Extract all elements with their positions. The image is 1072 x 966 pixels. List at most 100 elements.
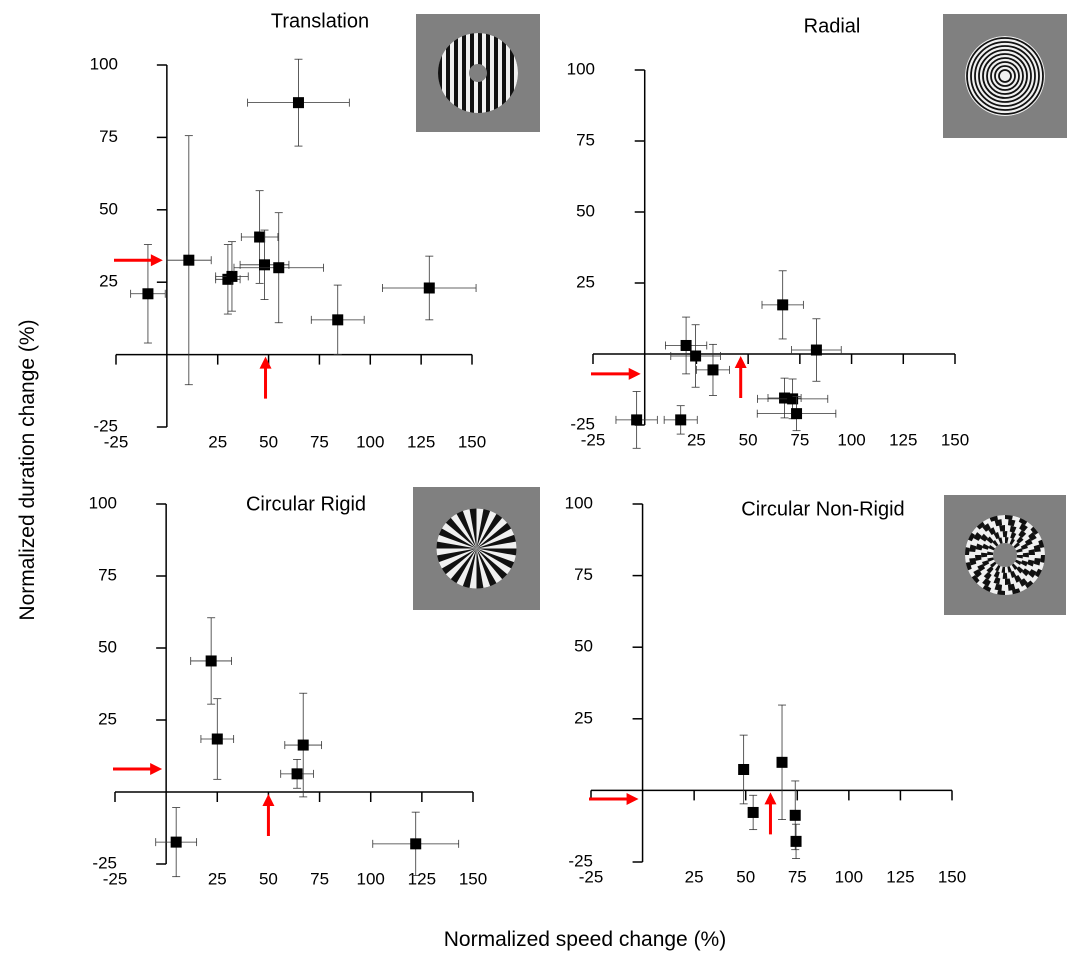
- point: [776, 756, 788, 768]
- point: [675, 414, 687, 426]
- point: [790, 835, 802, 847]
- checker-cell: [987, 557, 994, 562]
- y-tick-label: 100: [89, 493, 117, 512]
- checker-cell: [1022, 552, 1029, 558]
- x-tick-label: 150: [459, 869, 487, 888]
- spoke: [436, 526, 477, 549]
- checker-cell: [990, 561, 997, 568]
- point: [777, 299, 789, 311]
- y-tick-label: -25: [568, 851, 593, 870]
- spoke: [476, 519, 516, 549]
- ring: [998, 69, 1012, 83]
- checker-cell: [993, 532, 1000, 540]
- hole: [469, 64, 487, 82]
- checker-cell: [982, 560, 990, 567]
- ring: [994, 65, 1016, 87]
- y-tick-label: 75: [98, 565, 117, 584]
- x-tick-label: 50: [259, 869, 278, 888]
- point: [791, 408, 803, 420]
- checker-cell: [1034, 568, 1044, 579]
- point: [738, 763, 750, 775]
- y-tick-label: 50: [99, 199, 118, 218]
- stripe: [438, 33, 442, 113]
- checker-cell: [969, 557, 977, 566]
- checker-cell: [975, 543, 983, 551]
- point: [292, 97, 304, 109]
- stripe: [510, 33, 514, 113]
- y-tick-label: 50: [98, 637, 117, 656]
- x-tick-label: 100: [837, 430, 865, 449]
- checker-cell: [1009, 525, 1017, 533]
- reference-arrow-y: [591, 367, 641, 380]
- checker-cell: [1040, 555, 1045, 564]
- x-tick-label: 150: [941, 430, 969, 449]
- point: [787, 393, 799, 405]
- checker-cell: [1018, 516, 1029, 526]
- checker-cell: [1005, 515, 1014, 520]
- reference-arrow-x: [734, 356, 747, 398]
- checker-cell: [973, 569, 982, 578]
- checker-cell: [1028, 569, 1037, 578]
- checker-cell: [1013, 542, 1020, 549]
- checker-cell: [993, 577, 1001, 585]
- stripe: [454, 33, 458, 113]
- x-tick-label: 50: [259, 432, 278, 451]
- spoke: [476, 533, 517, 549]
- point: [779, 392, 791, 404]
- panel-title: Radial: [804, 15, 861, 37]
- spoke: [461, 548, 477, 589]
- ring: [978, 49, 1032, 103]
- point: [810, 344, 822, 356]
- ring: [966, 37, 1044, 115]
- checker-cell: [1033, 557, 1041, 566]
- spoke: [436, 540, 477, 549]
- y-tick-label: 100: [565, 493, 593, 512]
- checker-cell: [1020, 560, 1028, 567]
- panel-title: Circular Non-Rigid: [741, 498, 904, 520]
- stimulus: [965, 515, 1045, 595]
- reference-arrow-x: [764, 792, 777, 835]
- x-tick-label: 75: [788, 867, 807, 886]
- x-tick-label: 100: [357, 869, 385, 888]
- checker-cell: [1007, 519, 1016, 527]
- checker-cell: [1018, 530, 1027, 539]
- checker-cell: [982, 523, 991, 532]
- ring: [986, 57, 1024, 95]
- x-tick-label: 75: [790, 430, 809, 449]
- checker-cell: [1016, 548, 1023, 553]
- checker-cell: [1007, 583, 1016, 591]
- stimulus: [438, 33, 518, 113]
- stripe: [486, 33, 490, 113]
- point: [631, 414, 643, 426]
- checker-cell: [1005, 537, 1009, 544]
- checker-cell: [1001, 566, 1005, 573]
- checker-cell: [1016, 566, 1024, 574]
- checker-cell: [975, 520, 985, 530]
- point: [211, 733, 223, 745]
- x-tick-label: 125: [889, 430, 917, 449]
- x-tick-label: 25: [687, 430, 706, 449]
- y-tick-label: 75: [574, 565, 593, 584]
- checker-cell: [1014, 574, 1022, 583]
- spoke: [476, 548, 517, 571]
- x-tick-label: -25: [103, 869, 128, 888]
- checker-cell: [993, 570, 1000, 578]
- reference-arrow-x: [262, 794, 275, 836]
- y-tick-label: 75: [99, 127, 118, 146]
- stimulus-disc: [965, 36, 1045, 116]
- reference-arrow-y: [589, 792, 639, 805]
- y-tick-label: 50: [576, 201, 595, 220]
- checker-cell: [1005, 578, 1011, 585]
- checker-cell: [1011, 563, 1018, 570]
- checker-cell: [982, 543, 990, 550]
- x-tick-label: 100: [835, 867, 863, 886]
- spoke: [468, 508, 477, 549]
- reference-arrow-y: [113, 762, 163, 775]
- x-tick-label: 125: [408, 869, 436, 888]
- checker-cell: [1027, 559, 1035, 567]
- checker-cell: [973, 532, 982, 541]
- x-tick-label: 150: [938, 867, 966, 886]
- stimulus: [965, 36, 1045, 116]
- checker-cell: [994, 583, 1003, 591]
- y-tick-label: 25: [99, 272, 118, 291]
